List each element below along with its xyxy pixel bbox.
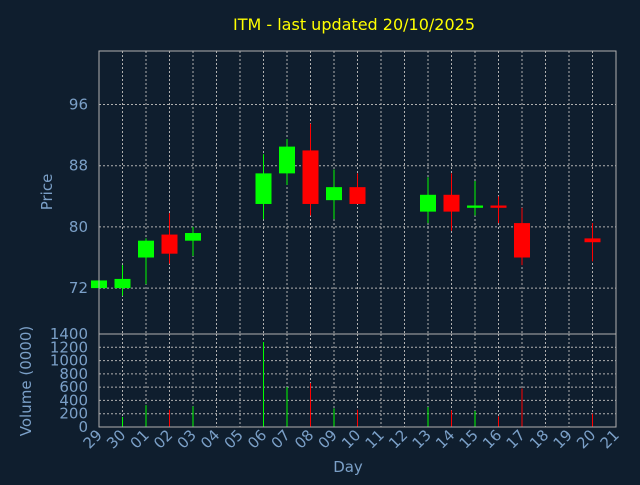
volume-tick-label: 600 bbox=[59, 378, 88, 396]
candles bbox=[91, 123, 601, 296]
candle-body bbox=[443, 194, 460, 212]
candle-body bbox=[420, 194, 436, 212]
candle-body bbox=[514, 223, 530, 258]
candle-body bbox=[185, 233, 201, 241]
chart-title: ITM - last updated 20/10/2025 bbox=[233, 15, 475, 34]
candle-body bbox=[279, 146, 295, 174]
volume-tick-label: 1000 bbox=[50, 352, 88, 370]
candle-body bbox=[114, 278, 131, 289]
candle-body bbox=[467, 205, 483, 208]
price-axis-label: Price bbox=[38, 174, 56, 211]
volume-tick-label: 400 bbox=[59, 391, 88, 409]
candle-body bbox=[138, 240, 154, 258]
volume-tick-label: 800 bbox=[59, 365, 88, 383]
candle-body bbox=[326, 187, 342, 201]
volume-bars bbox=[122, 341, 593, 427]
price-tick-label: 72 bbox=[69, 279, 88, 297]
price-tick-label: 80 bbox=[69, 218, 88, 236]
x-axis-label: Day bbox=[333, 458, 363, 476]
candle-body bbox=[302, 150, 319, 204]
candle-body bbox=[161, 234, 178, 254]
candle-body bbox=[255, 173, 272, 204]
candle-body bbox=[349, 187, 366, 204]
tick-labels: 2930010203040506070809101112131415161718… bbox=[50, 96, 623, 453]
volume-tick-label: 1400 bbox=[50, 325, 88, 343]
candle-body bbox=[584, 238, 601, 243]
volume-frame bbox=[98, 333, 617, 428]
price-tick-label: 88 bbox=[69, 157, 88, 175]
volume-axis-label: Volume (0000) bbox=[17, 326, 35, 436]
volume-tick-label: 1200 bbox=[50, 338, 88, 356]
price-tick-label: 96 bbox=[69, 96, 88, 114]
volume-tick-label: 200 bbox=[59, 405, 88, 423]
volume-tick-label: 0 bbox=[78, 418, 88, 436]
candle-body bbox=[490, 205, 507, 208]
